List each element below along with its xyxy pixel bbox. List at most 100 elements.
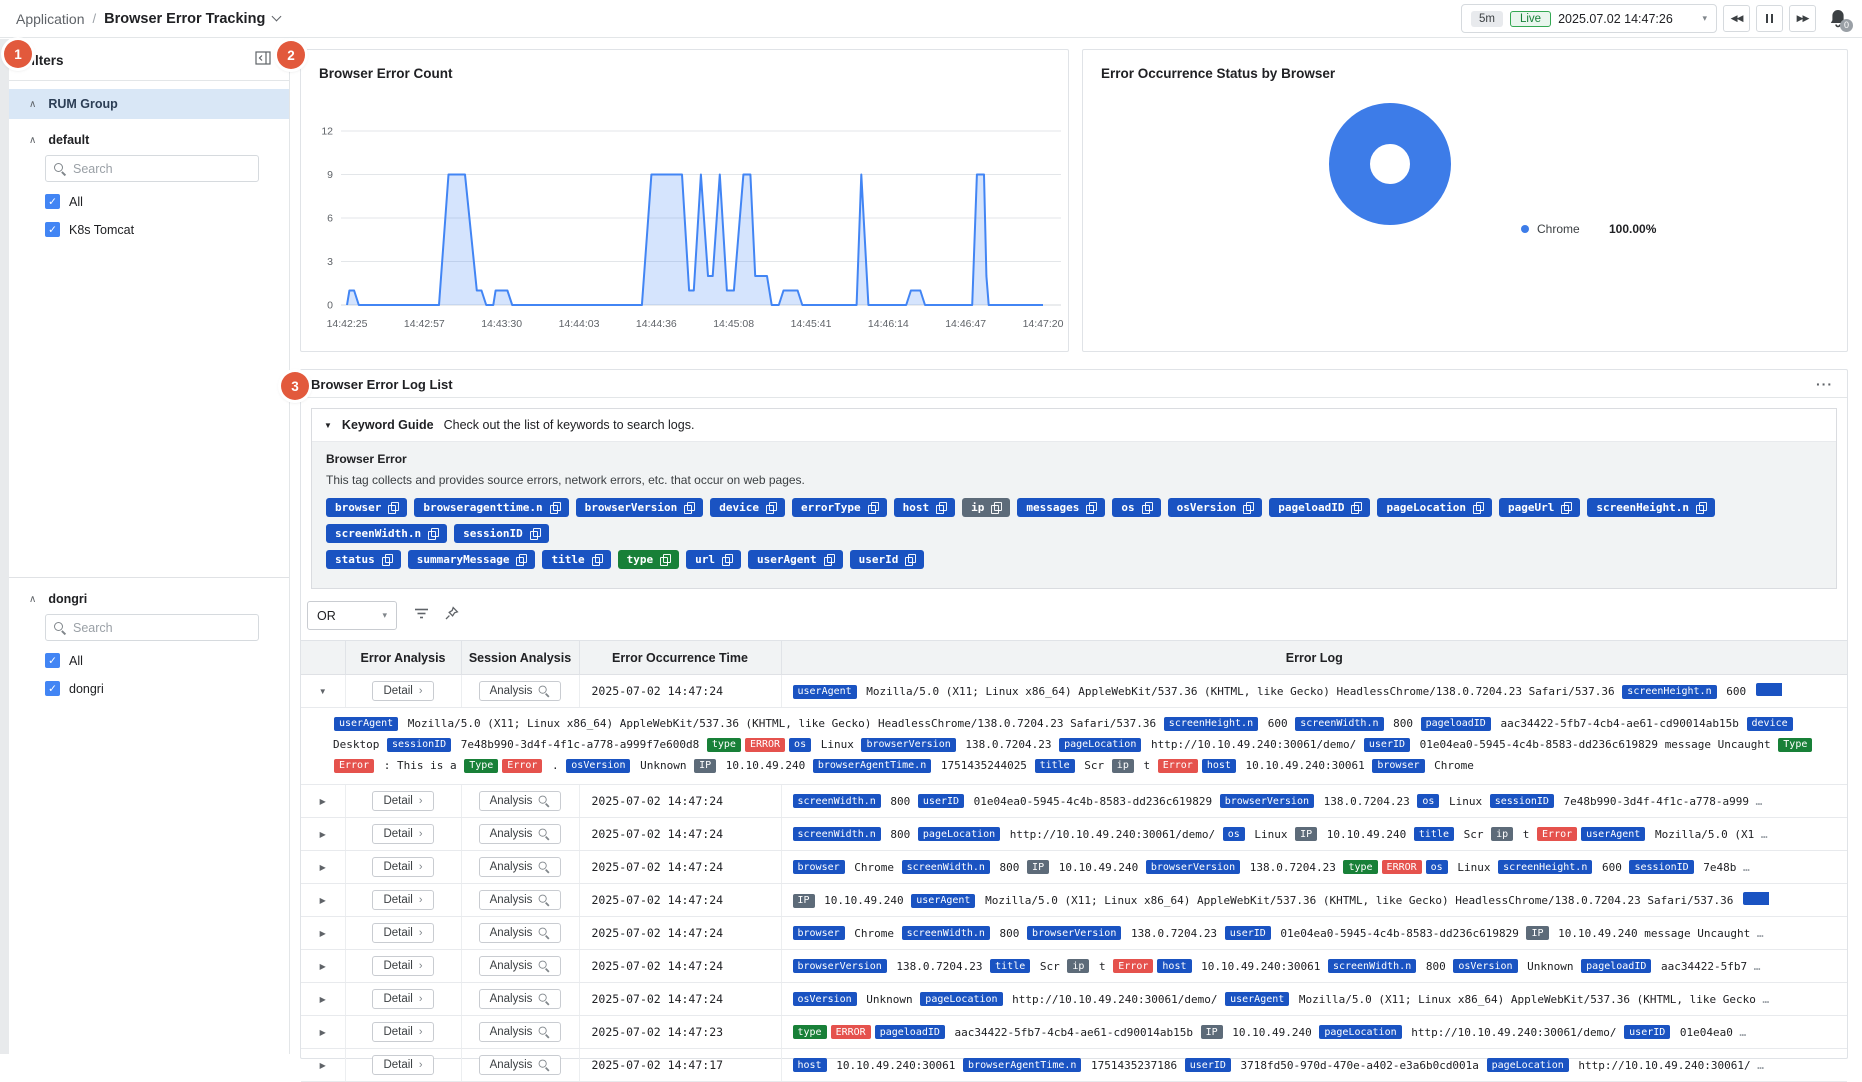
log-tag-IP[interactable]: IP — [793, 894, 815, 908]
log-tag-Error[interactable]: Error — [334, 759, 374, 773]
log-tag-IP[interactable]: IP — [1295, 827, 1317, 841]
copy-icon[interactable] — [1086, 502, 1096, 514]
error-log-line[interactable]: browser Chrome screenWidth.n 800 IP 10.1… — [792, 860, 1842, 875]
log-tag-browserAgentTime.n[interactable]: browserAgentTime.n — [813, 759, 931, 773]
chevron-up-icon[interactable]: ∧ — [29, 99, 36, 110]
copy-icon[interactable] — [824, 554, 834, 566]
time-dropdown-caret-icon[interactable]: ▾ — [1702, 13, 1707, 24]
log-tag-userAgent[interactable]: userAgent — [911, 894, 975, 908]
keyword-tag-browserVersion[interactable]: browserVersion — [576, 498, 704, 517]
copy-icon[interactable] — [991, 502, 1001, 514]
error-log-line[interactable]: IP 10.10.49.240 userAgent Mozilla/5.0 (X… — [792, 892, 1842, 908]
log-tag-userID[interactable]: userID — [1225, 926, 1271, 940]
log-tag-screenHeight.n[interactable]: screenHeight.n — [1164, 717, 1258, 731]
keyword-tag-device[interactable]: device — [710, 498, 785, 517]
log-tag-userAgent[interactable]: userAgent — [334, 717, 398, 731]
group-header-default[interactable]: ∧default — [29, 129, 289, 155]
group-header-dongri[interactable]: ∧dongri — [29, 588, 289, 614]
expand-row-arrow[interactable]: ▶ — [301, 917, 345, 950]
copy-icon[interactable] — [868, 502, 878, 514]
analysis-button[interactable]: Analysis — [479, 890, 562, 910]
operator-select[interactable]: OR ▾ — [307, 601, 397, 630]
log-tag-userAgent[interactable]: userAgent — [1225, 992, 1289, 1006]
keyword-tag-url[interactable]: url — [686, 550, 741, 569]
analysis-button[interactable]: Analysis — [479, 857, 562, 877]
log-tag-host[interactable]: host — [1157, 959, 1191, 973]
log-tag-type[interactable]: type — [1343, 860, 1377, 874]
log-tag-ERROR[interactable]: ERROR — [745, 738, 785, 752]
log-tag-Type[interactable]: Type — [464, 759, 498, 773]
rum-group-header[interactable]: ∧ RUM Group — [9, 89, 289, 119]
page-title[interactable]: Browser Error Tracking — [104, 11, 265, 27]
copy-icon[interactable] — [516, 554, 526, 566]
copy-icon[interactable] — [1473, 502, 1483, 514]
detail-button[interactable]: Detail› — [372, 923, 433, 943]
copy-icon[interactable] — [936, 502, 946, 514]
log-tag-os[interactable]: os — [789, 738, 811, 752]
log-tag-browser[interactable]: browser — [793, 860, 845, 874]
checkbox-checked-icon[interactable]: ✓ — [45, 681, 60, 696]
rewind-button[interactable]: ◀◀ — [1723, 5, 1750, 32]
breadcrumb-app[interactable]: Application — [16, 11, 85, 27]
copy-icon[interactable] — [530, 528, 540, 540]
expand-row-arrow[interactable]: ▶ — [301, 1049, 345, 1082]
error-log-line[interactable]: browser Chrome screenWidth.n 800 browser… — [792, 926, 1842, 941]
log-tag-title[interactable]: title — [990, 959, 1030, 973]
log-tag-title[interactable]: title — [1414, 827, 1454, 841]
log-tag-pageLocation[interactable]: pageLocation — [920, 992, 1002, 1006]
copy-icon[interactable] — [684, 502, 694, 514]
copy-icon[interactable] — [1696, 502, 1706, 514]
live-badge[interactable]: Live — [1510, 11, 1551, 27]
time-range-control[interactable]: 5m Live 2025.07.02 14:47:26 ▾ — [1461, 4, 1717, 33]
log-tag-browserVersion[interactable]: browserVersion — [1220, 794, 1314, 808]
log-tag-Error[interactable]: Error — [1113, 959, 1153, 973]
copy-icon[interactable] — [1142, 502, 1152, 514]
log-tag-title[interactable]: title — [1035, 759, 1075, 773]
log-tag-IP[interactable]: IP — [1526, 926, 1548, 940]
log-tag-screenWidth.n[interactable]: screenWidth.n — [793, 827, 881, 841]
log-tag-IP[interactable]: IP — [694, 759, 716, 773]
error-log-line[interactable]: screenWidth.n 800 userID 01e04ea0-5945-4… — [792, 794, 1842, 809]
search-box-dongri[interactable] — [45, 614, 259, 641]
log-tag-type[interactable]: type — [707, 738, 741, 752]
log-tag-ERROR[interactable]: ERROR — [831, 1025, 871, 1039]
log-tag-pageLocation[interactable]: pageLocation — [918, 827, 1000, 841]
log-tag-pageloadID[interactable]: pageloadID — [1421, 717, 1491, 731]
forward-button[interactable]: ▶▶ — [1789, 5, 1816, 32]
keyword-tag-type[interactable]: type — [618, 550, 680, 569]
search-box-default[interactable] — [45, 155, 259, 182]
log-tag-screenWidth.n[interactable]: screenWidth.n — [902, 860, 990, 874]
keyword-tag-pageLocation[interactable]: pageLocation — [1377, 498, 1491, 517]
keyword-tag-osVersion[interactable]: osVersion — [1168, 498, 1263, 517]
analysis-button[interactable]: Analysis — [479, 824, 562, 844]
pin-icon[interactable] — [444, 606, 459, 626]
expand-row-arrow[interactable]: ▶ — [301, 1016, 345, 1049]
log-tag-pageloadID[interactable]: pageloadID — [875, 1025, 945, 1039]
log-tag-screenHeight.n[interactable]: screenHeight.n — [1498, 860, 1592, 874]
keyword-tag-status[interactable]: status — [326, 550, 401, 569]
keyword-tag-screenHeight.n[interactable]: screenHeight.n — [1587, 498, 1715, 517]
log-tag-userAgent[interactable]: userAgent — [793, 685, 857, 699]
detail-button[interactable]: Detail› — [372, 956, 433, 976]
detail-button[interactable]: Detail› — [372, 1022, 433, 1042]
error-log-line[interactable]: osVersion Unknown pageLocation http://10… — [792, 992, 1842, 1007]
analysis-button[interactable]: Analysis — [479, 791, 562, 811]
log-tag-os[interactable]: os — [1223, 827, 1245, 841]
log-tag-IP[interactable]: IP — [1027, 860, 1049, 874]
filter-item-k8s-tomcat[interactable]: ✓K8s Tomcat — [45, 222, 289, 237]
log-tag-userID[interactable]: userID — [1624, 1025, 1670, 1039]
log-tag-osVersion[interactable]: osVersion — [1453, 959, 1517, 973]
log-tag-sessionID[interactable]: sessionID — [387, 738, 451, 752]
log-tag-host[interactable]: host — [1202, 759, 1236, 773]
keyword-tag-host[interactable]: host — [894, 498, 956, 517]
keyword-tag-pageloadID[interactable]: pageloadID — [1269, 498, 1370, 517]
keyword-tag-os[interactable]: os — [1112, 498, 1160, 517]
log-tag-ip[interactable]: ip — [1491, 827, 1513, 841]
log-tag-Error[interactable]: Error — [502, 759, 542, 773]
log-tag-browserVersion[interactable]: browserVersion — [861, 738, 955, 752]
error-log-line[interactable]: screenWidth.n 800 pageLocation http://10… — [792, 827, 1842, 842]
keyword-tag-summaryMessage[interactable]: summaryMessage — [408, 550, 536, 569]
log-tag-osVersion[interactable]: osVersion — [793, 992, 857, 1006]
detail-button[interactable]: Detail› — [372, 857, 433, 877]
